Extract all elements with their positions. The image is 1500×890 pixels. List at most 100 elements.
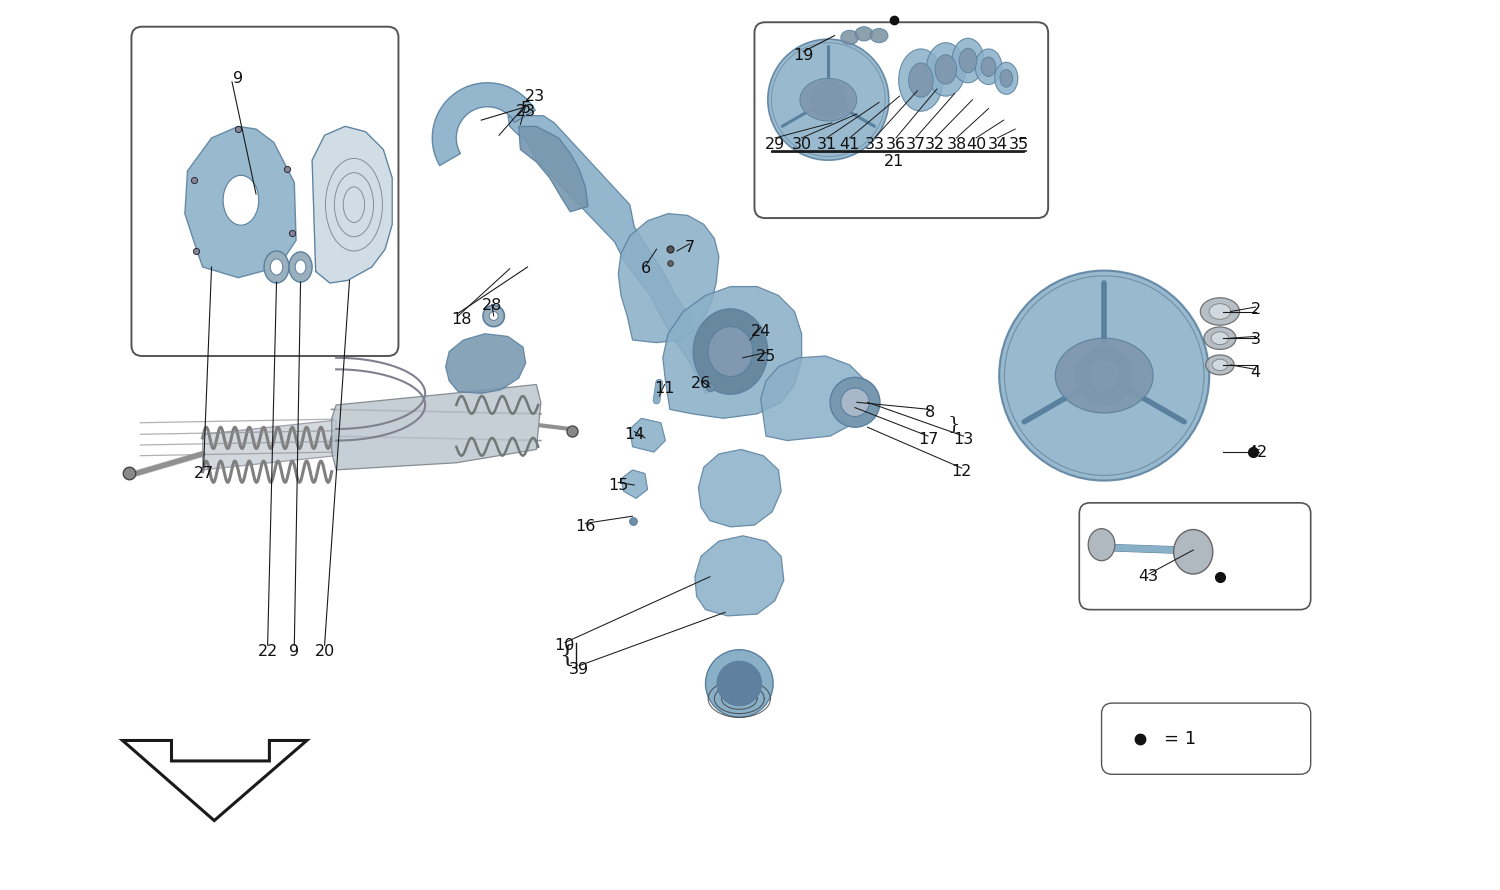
Text: 21: 21	[884, 155, 904, 169]
Text: 13: 13	[954, 433, 974, 447]
Polygon shape	[202, 420, 336, 470]
Text: 30: 30	[792, 137, 812, 151]
Text: 32: 32	[926, 137, 945, 151]
Polygon shape	[332, 384, 542, 470]
Ellipse shape	[264, 251, 290, 283]
Text: 35: 35	[1008, 137, 1029, 151]
Text: 2: 2	[1251, 303, 1260, 317]
Ellipse shape	[1204, 327, 1236, 350]
Polygon shape	[630, 418, 666, 452]
Text: 36: 36	[886, 137, 906, 151]
Polygon shape	[312, 126, 392, 283]
Text: 16: 16	[574, 520, 596, 534]
Text: }: }	[948, 416, 960, 433]
Text: 22: 22	[258, 644, 278, 659]
Polygon shape	[694, 536, 784, 616]
Polygon shape	[509, 116, 718, 393]
Polygon shape	[699, 449, 782, 527]
Ellipse shape	[1173, 530, 1214, 574]
Text: 40: 40	[966, 137, 986, 151]
Text: 15: 15	[608, 478, 628, 492]
Text: 31: 31	[816, 137, 837, 151]
Ellipse shape	[842, 30, 858, 44]
Text: 5: 5	[520, 101, 531, 116]
Polygon shape	[123, 740, 308, 821]
Text: 17: 17	[918, 433, 938, 447]
Ellipse shape	[296, 260, 306, 274]
Text: 12: 12	[951, 465, 972, 479]
Polygon shape	[760, 356, 867, 441]
Ellipse shape	[708, 327, 753, 376]
Text: {: {	[560, 643, 574, 667]
Ellipse shape	[1000, 69, 1012, 87]
Text: 33: 33	[864, 137, 885, 151]
Text: 39: 39	[568, 662, 590, 676]
Text: 3: 3	[1251, 333, 1260, 347]
Text: 28: 28	[482, 298, 502, 312]
Ellipse shape	[483, 305, 504, 327]
Text: 14: 14	[624, 427, 645, 441]
Text: 6: 6	[640, 262, 651, 276]
Text: 41: 41	[840, 137, 860, 151]
Text: 27: 27	[194, 466, 213, 481]
Ellipse shape	[1088, 360, 1120, 392]
Ellipse shape	[1209, 303, 1230, 320]
Text: 25: 25	[756, 349, 776, 363]
Polygon shape	[621, 470, 648, 498]
Polygon shape	[663, 287, 801, 418]
Text: 26: 26	[692, 376, 711, 391]
Ellipse shape	[952, 38, 984, 83]
Ellipse shape	[975, 49, 1002, 85]
Text: 24: 24	[750, 324, 771, 338]
Text: 18: 18	[452, 312, 472, 327]
Ellipse shape	[855, 27, 873, 41]
Ellipse shape	[768, 39, 890, 160]
Text: 23: 23	[516, 104, 536, 118]
Ellipse shape	[224, 175, 258, 225]
Polygon shape	[618, 214, 718, 343]
Polygon shape	[446, 334, 525, 393]
Ellipse shape	[270, 259, 284, 275]
Text: 42: 42	[1246, 445, 1268, 459]
Ellipse shape	[1206, 355, 1234, 375]
Ellipse shape	[717, 661, 762, 706]
Text: 11: 11	[654, 381, 675, 395]
Text: 23: 23	[525, 89, 544, 103]
Text: 38: 38	[946, 137, 966, 151]
Ellipse shape	[705, 650, 772, 717]
Ellipse shape	[1212, 360, 1228, 370]
Ellipse shape	[870, 28, 888, 43]
Ellipse shape	[999, 271, 1209, 481]
Ellipse shape	[909, 63, 933, 97]
Ellipse shape	[830, 377, 880, 427]
Ellipse shape	[981, 57, 996, 77]
Text: 37: 37	[906, 137, 926, 151]
Polygon shape	[800, 78, 856, 121]
Ellipse shape	[994, 62, 1018, 94]
Ellipse shape	[693, 309, 768, 394]
Polygon shape	[184, 126, 296, 278]
Ellipse shape	[489, 312, 498, 320]
Ellipse shape	[810, 82, 846, 117]
Polygon shape	[1056, 338, 1154, 413]
Text: 8: 8	[924, 406, 934, 420]
Ellipse shape	[1076, 347, 1132, 404]
Ellipse shape	[1200, 298, 1239, 325]
Text: 29: 29	[765, 137, 784, 151]
Polygon shape	[432, 83, 536, 166]
Text: 20: 20	[315, 644, 334, 659]
Text: 4: 4	[1251, 365, 1260, 379]
Ellipse shape	[934, 55, 957, 84]
Text: 9: 9	[232, 71, 243, 85]
Ellipse shape	[926, 43, 966, 96]
Text: 7: 7	[684, 240, 694, 255]
Text: 9: 9	[290, 644, 300, 659]
Ellipse shape	[1210, 332, 1228, 344]
Polygon shape	[519, 126, 588, 212]
Text: 34: 34	[987, 137, 1008, 151]
Text: 43: 43	[1138, 570, 1160, 584]
Ellipse shape	[898, 49, 944, 111]
Text: 10: 10	[555, 638, 574, 652]
Ellipse shape	[290, 252, 312, 282]
Text: = 1: = 1	[1164, 730, 1196, 748]
